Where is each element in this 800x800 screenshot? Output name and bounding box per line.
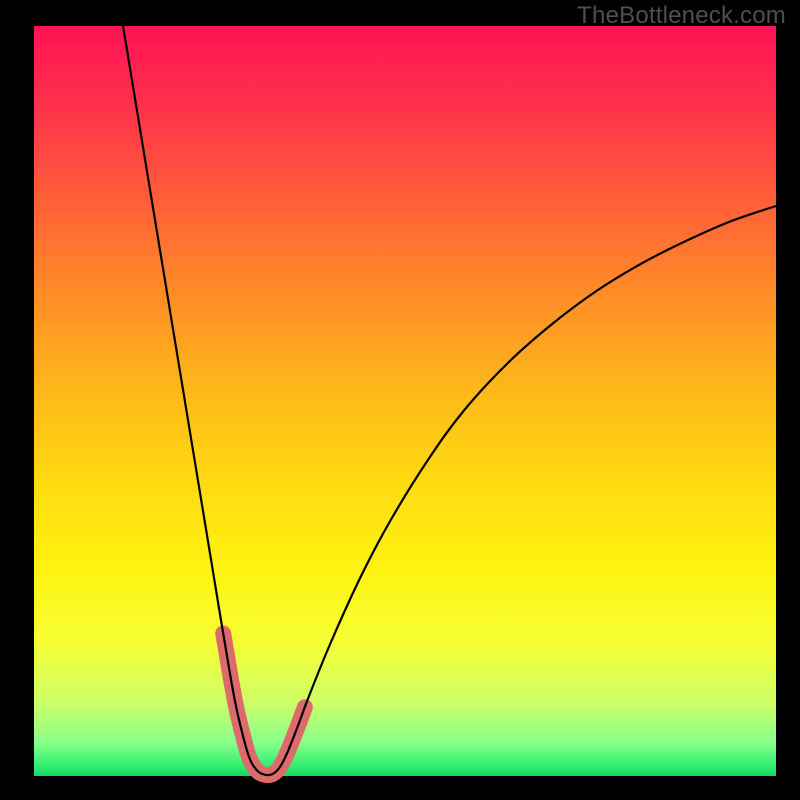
figure-root: TheBottleneck.com [0,0,800,800]
watermark-text: TheBottleneck.com [577,2,786,30]
chart-svg [0,0,800,800]
plot-background [34,26,776,776]
